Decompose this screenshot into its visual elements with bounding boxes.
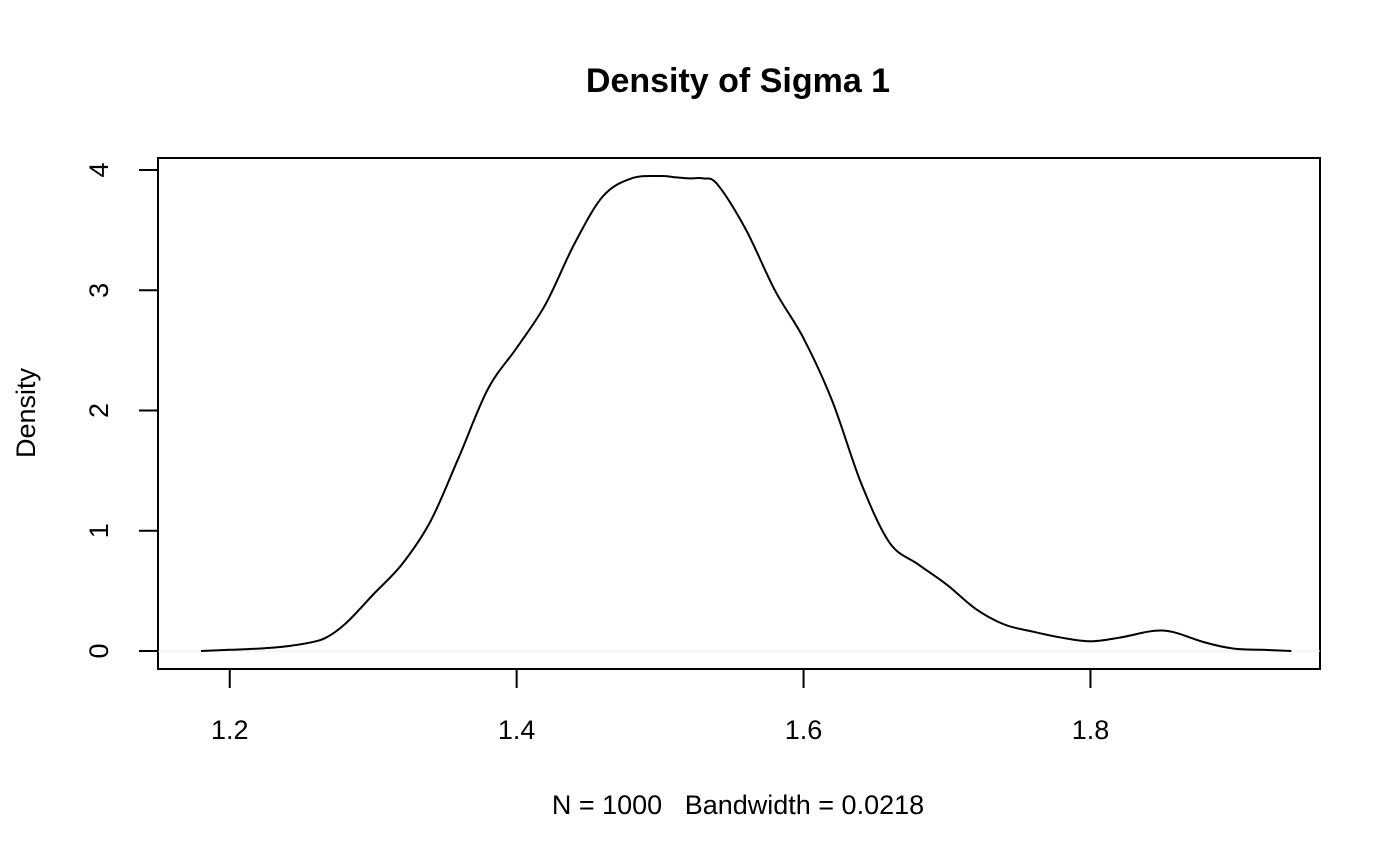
x-axis: 1.2 1.4 1.6 1.8 xyxy=(211,668,1110,745)
y-tick-label: 0 xyxy=(84,643,114,658)
x-tick-label: 1.2 xyxy=(211,715,249,745)
x-axis-label: N = 1000 Bandwidth = 0.0218 xyxy=(552,790,924,820)
x-tick-label: 1.8 xyxy=(1072,715,1110,745)
x-tick-label: 1.6 xyxy=(785,715,823,745)
x-tick-label: 1.4 xyxy=(498,715,536,745)
y-tick-label: 3 xyxy=(84,283,114,298)
y-tick-label: 4 xyxy=(84,162,114,177)
chart-title: Density of Sigma 1 xyxy=(586,62,890,100)
y-axis-label: Density xyxy=(11,367,41,458)
density-curve xyxy=(200,174,1292,652)
y-axis: 0 1 2 3 4 xyxy=(84,162,159,659)
plot-area-frame xyxy=(157,157,1321,670)
y-tick-label: 1 xyxy=(84,523,114,538)
y-tick-label: 2 xyxy=(84,403,114,418)
